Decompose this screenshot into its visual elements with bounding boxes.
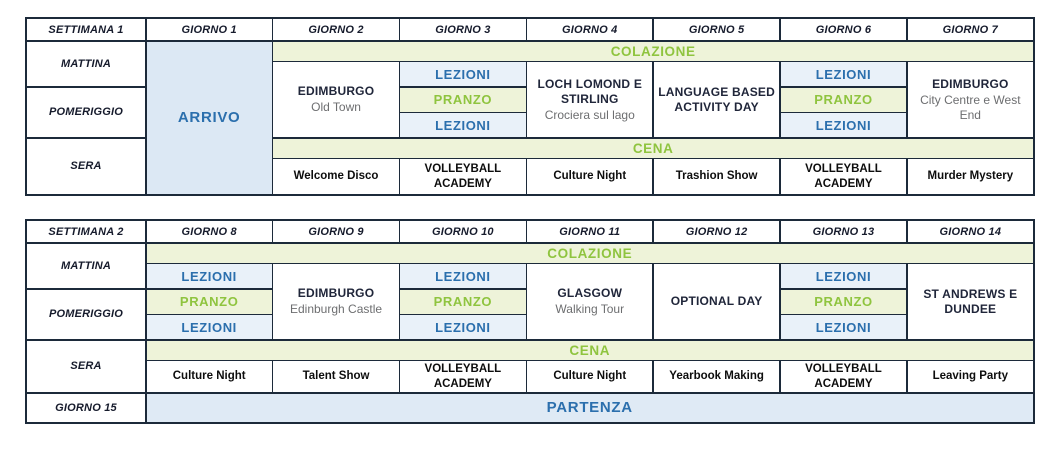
week2-day10-pranzo-cell: PRANZO	[400, 289, 526, 314]
week1-day4-activity-cell: LOCH LOMOND E STIRLING Crociera sul lago	[527, 62, 653, 137]
week1-evening-event-day6: VOLLEYBALL ACADEMY	[780, 159, 907, 194]
week2-table: SETTIMANA 2 GIORNO 8 GIORNO 9 GIORNO 10 …	[25, 219, 1035, 424]
week2-day9-subtitle: Edinburgh Castle	[289, 302, 383, 316]
week2-day8-pranzo-cell: PRANZO	[146, 289, 272, 314]
week2-partenza-cell: PARTENZA	[146, 393, 1033, 422]
week2-day9-title: EDIMBURGO	[297, 286, 375, 300]
week1-day7-activity-cell: EDIMBURGO City Centre e West End	[907, 62, 1033, 137]
week1-evening-event-day5: Trashion Show	[653, 159, 780, 194]
week2-evening-event-day10: VOLLEYBALL ACADEMY	[400, 361, 526, 392]
week2-row-label-mattina: MATTINA	[27, 243, 145, 288]
week1-evening-event-day2: Welcome Disco	[273, 159, 399, 194]
week2-day11-subtitle: Walking Tour	[555, 302, 625, 316]
week1-day3-pranzo-cell: PRANZO	[400, 87, 526, 112]
week2-header-giorno-11: GIORNO 11	[527, 221, 653, 242]
week1-day6-lezioni-am-cell: LEZIONI	[780, 62, 907, 86]
week1-day6-lezioni-pm-cell: LEZIONI	[780, 113, 907, 137]
week1-table: SETTIMANA 1 GIORNO 1 GIORNO 2 GIORNO 3 G…	[25, 17, 1035, 196]
week2-day14-activity-cell: ST ANDREWS E DUNDEE	[907, 264, 1033, 339]
week1-day2-activity-cell: EDIMBURGO Old Town	[273, 62, 399, 137]
week2-header-giorno-10: GIORNO 10	[400, 221, 526, 242]
week1-cena-band: CENA	[273, 138, 1033, 158]
week2-day12-activity-cell: OPTIONAL DAY	[653, 264, 780, 339]
week2-day11-activity-cell: GLASGOW Walking Tour	[527, 264, 653, 339]
week2-day10-lezioni-am-cell: LEZIONI	[400, 264, 526, 288]
week2-day8-lezioni-am-cell: LEZIONI	[146, 264, 272, 288]
week1-header-giorno-6: GIORNO 6	[780, 19, 907, 40]
week1-arrivo-cell: ARRIVO	[146, 41, 272, 194]
week1-day3-lezioni-am-cell: LEZIONI	[400, 62, 526, 86]
week2-day13-pranzo-cell: PRANZO	[780, 289, 907, 314]
week2-header-giorno-14: GIORNO 14	[907, 221, 1033, 242]
week2-day12-title: OPTIONAL DAY	[670, 294, 763, 308]
week1-day7-title: EDIMBURGO	[932, 76, 1009, 91]
week1-evening-event-day7: Murder Mystery	[907, 159, 1033, 194]
week2-colazione-band: COLAZIONE	[146, 243, 1033, 263]
week1-day2-subtitle: Old Town	[311, 100, 361, 114]
week2-evening-event-day14: Leaving Party	[907, 361, 1033, 392]
week2-evening-event-day11: Culture Night	[527, 361, 653, 392]
week1-evening-event-day3: VOLLEYBALL ACADEMY	[400, 159, 526, 194]
week2-evening-event-day9: Talent Show	[273, 361, 399, 392]
week2-row-label-pomeriggio: POMERIGGIO	[27, 289, 145, 339]
week1-header-giorno-1: GIORNO 1	[146, 19, 272, 40]
week2-header-settimana: SETTIMANA 2	[27, 221, 145, 242]
week2-row-label-sera: SERA	[27, 340, 145, 392]
week1-header-settimana: SETTIMANA 1	[27, 19, 145, 40]
week2-row-label-giorno-15: GIORNO 15	[27, 393, 145, 422]
week2-day8-lezioni-pm-cell: LEZIONI	[146, 315, 272, 339]
week1-header-giorno-2: GIORNO 2	[273, 19, 399, 40]
week1-row-label-sera: SERA	[27, 138, 145, 194]
week1-header-giorno-3: GIORNO 3	[400, 19, 526, 40]
week1-day3-lezioni-pm-cell: LEZIONI	[400, 113, 526, 137]
week2-header-giorno-12: GIORNO 12	[653, 221, 780, 242]
week2-day14-title: ST ANDREWS E DUNDEE	[923, 286, 1018, 316]
week2-day10-lezioni-pm-cell: LEZIONI	[400, 315, 526, 339]
week1-header-giorno-7: GIORNO 7	[907, 19, 1033, 40]
week1-evening-event-day4: Culture Night	[527, 159, 653, 194]
week2-evening-event-day13: VOLLEYBALL ACADEMY	[780, 361, 907, 392]
week1-header-giorno-5: GIORNO 5	[653, 19, 780, 40]
week2-day9-activity-cell: EDIMBURGO Edinburgh Castle	[273, 264, 399, 339]
week1-day4-subtitle: Crociera sul lago	[544, 107, 635, 122]
week1-header-giorno-4: GIORNO 4	[527, 19, 653, 40]
schedule-page: SETTIMANA 1 GIORNO 1 GIORNO 2 GIORNO 3 G…	[0, 17, 1042, 464]
week1-day5-activity-cell: LANGUAGE BASED ACTIVITY DAY	[653, 62, 780, 137]
week2-header-giorno-9: GIORNO 9	[273, 221, 399, 242]
week1-day2-title: EDIMBURGO	[297, 84, 375, 98]
week2-evening-event-day12: Yearbook Making	[653, 361, 780, 392]
week2-day13-lezioni-am-cell: LEZIONI	[780, 264, 907, 288]
week1-day6-pranzo-cell: PRANZO	[780, 87, 907, 112]
week1-row-label-mattina: MATTINA	[27, 41, 145, 86]
week1-colazione-band: COLAZIONE	[273, 41, 1033, 61]
week1-day5-title: LANGUAGE BASED ACTIVITY DAY	[658, 84, 775, 114]
week2-header-giorno-13: GIORNO 13	[780, 221, 907, 242]
week2-day13-lezioni-pm-cell: LEZIONI	[780, 315, 907, 339]
week2-day11-title: GLASGOW	[557, 286, 623, 300]
week2-header-giorno-8: GIORNO 8	[146, 221, 272, 242]
week2-cena-band: CENA	[146, 340, 1033, 360]
week1-row-label-pomeriggio: POMERIGGIO	[27, 87, 145, 137]
week2-evening-event-day8: Culture Night	[146, 361, 272, 392]
week1-day7-subtitle: City Centre e West End	[920, 92, 1021, 122]
week1-day4-title: LOCH LOMOND E STIRLING	[537, 76, 643, 106]
